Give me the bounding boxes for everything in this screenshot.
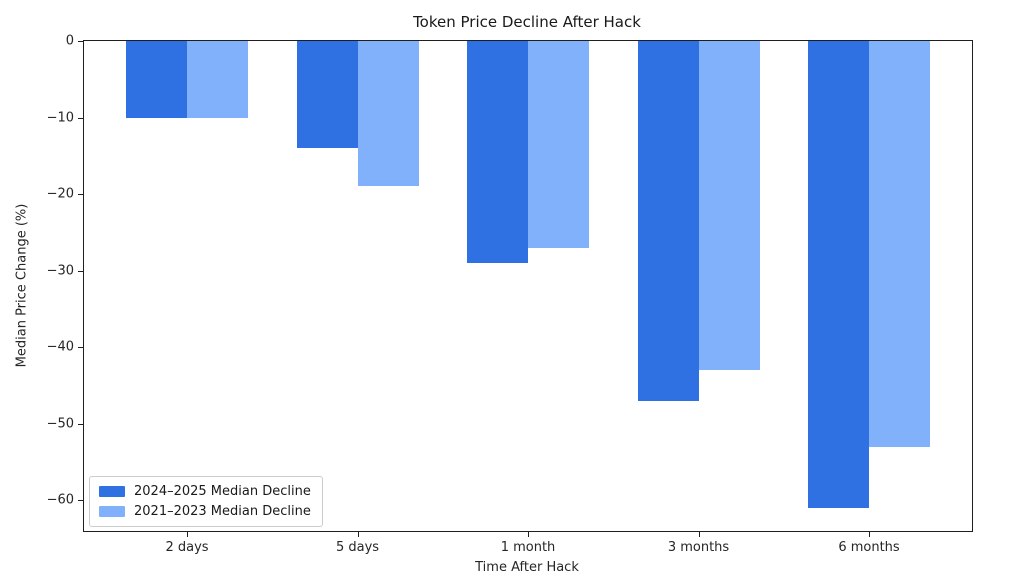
y-axis-label: Median Price Change (%) xyxy=(14,203,30,368)
x-tick-mark xyxy=(357,532,359,537)
x-tick-label-1-month: 1 month xyxy=(500,540,556,555)
y-tick-label-−50: −50 xyxy=(46,416,74,432)
bar-series2-2-days xyxy=(187,41,248,118)
x-tick-mark xyxy=(528,532,529,537)
x-tick-label-2-days: 2 days xyxy=(165,540,209,555)
y-tick-label-−30: −30 xyxy=(46,263,74,279)
y-tick-label-−10: −10 xyxy=(46,110,74,126)
y-tick-mark xyxy=(78,194,83,196)
y-tick-mark xyxy=(78,270,83,272)
y-tick-label-−60: −60 xyxy=(46,492,74,508)
x-tick-label-5-days: 5 days xyxy=(335,540,380,555)
bar-series2-3-months xyxy=(698,41,760,371)
y-tick-mark xyxy=(78,423,83,425)
x-tick-mark xyxy=(869,532,870,537)
bar-series2-5-days xyxy=(357,41,419,187)
x-tick-mark xyxy=(698,532,700,537)
y-tick-mark xyxy=(78,347,83,349)
x-tick-label-3-months: 3 months xyxy=(667,540,730,555)
x-tick-mark xyxy=(187,532,188,537)
bar-series2-1-month xyxy=(528,41,589,248)
y-tick-mark xyxy=(78,117,83,119)
plot-area: 2024–2025 Median Decline 2021–2023 Media… xyxy=(83,40,973,532)
y-tick-label-−40: −40 xyxy=(46,339,74,355)
bar-series1-3-months xyxy=(637,41,699,401)
legend-swatch-2021-2023 xyxy=(99,506,125,517)
bar-series1-2-days xyxy=(126,41,187,118)
y-tick-mark xyxy=(78,500,83,502)
legend-label: 2021–2023 Median Decline xyxy=(134,504,311,519)
legend-label: 2024–2025 Median Decline xyxy=(134,484,311,499)
x-tick-label-6-months: 6 months xyxy=(838,540,900,555)
legend-swatch-2024-2025 xyxy=(99,486,125,497)
y-tick-mark xyxy=(78,41,83,42)
legend: 2024–2025 Median Decline 2021–2023 Media… xyxy=(89,476,323,527)
bar-series1-6-months xyxy=(808,41,869,509)
bar-series2-6-months xyxy=(869,41,930,447)
legend-entry: 2021–2023 Median Decline xyxy=(99,504,311,519)
legend-entry: 2024–2025 Median Decline xyxy=(99,484,311,499)
bar-series1-5-days xyxy=(296,41,358,149)
bar-series1-1-month xyxy=(467,41,528,264)
chart-title: Token Price Decline After Hack xyxy=(413,13,641,31)
y-tick-label-0: 0 xyxy=(65,33,74,49)
x-axis-label: Time After Hack xyxy=(475,560,579,575)
y-tick-label-−20: −20 xyxy=(46,186,74,202)
